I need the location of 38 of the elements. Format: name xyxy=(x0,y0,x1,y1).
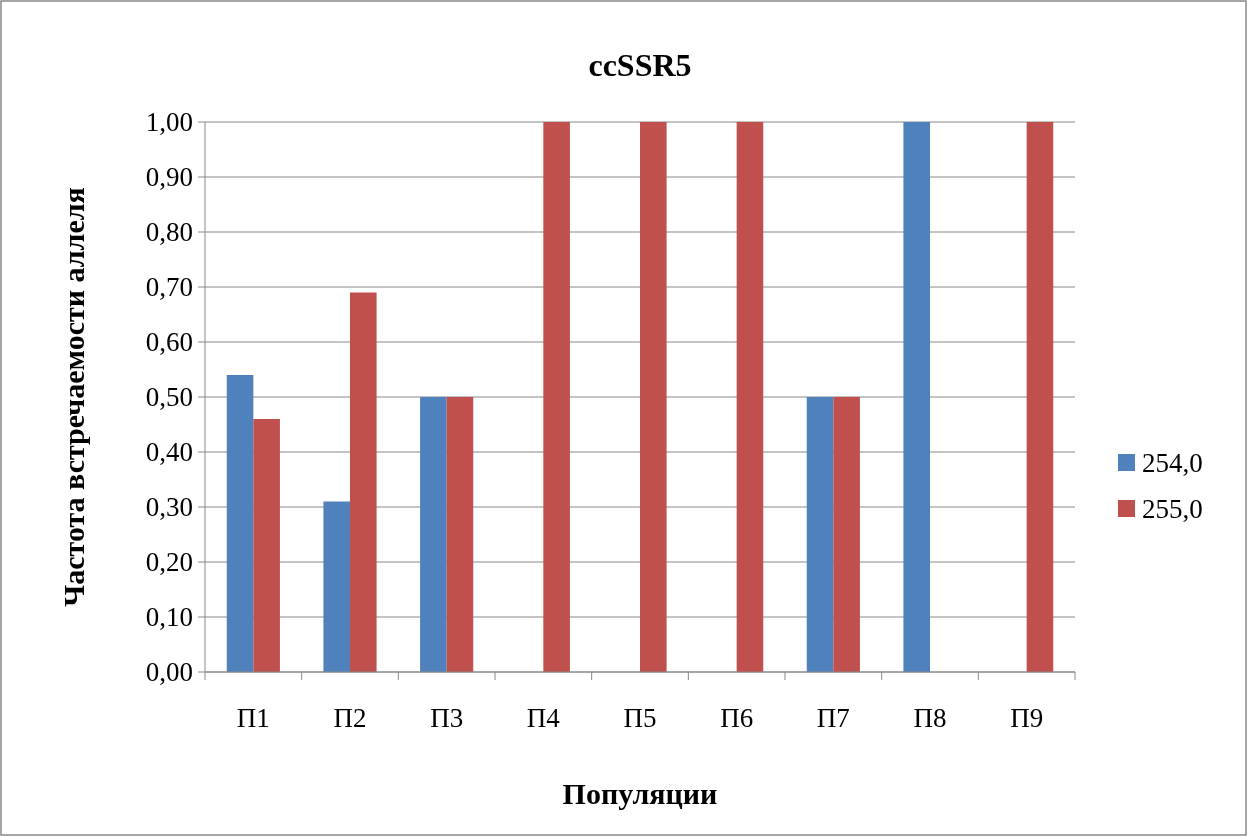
bar xyxy=(226,375,254,672)
x-tick-label: П1 xyxy=(236,703,270,733)
y-tick-label: 1,00 xyxy=(145,107,193,138)
bar xyxy=(833,397,860,672)
x-tick-label: П5 xyxy=(623,703,657,733)
legend-label: 255,0 xyxy=(1142,494,1203,525)
x-tick-label: П4 xyxy=(526,703,561,733)
y-tick-label: 0,80 xyxy=(145,217,193,248)
bar xyxy=(420,397,447,672)
x-tick-label: П9 xyxy=(1010,703,1044,733)
bar xyxy=(640,122,667,672)
bar xyxy=(1026,122,1054,672)
y-tick-label: 0,00 xyxy=(145,657,193,688)
bar xyxy=(350,292,377,672)
bar xyxy=(323,501,350,672)
y-tick-label: 0,30 xyxy=(145,492,193,523)
x-tick-label: П6 xyxy=(720,703,754,733)
y-tick-label: 0,50 xyxy=(145,382,193,413)
x-tick-label: П7 xyxy=(816,703,850,733)
x-tick-label: П2 xyxy=(333,703,367,733)
y-tick-label: 0,20 xyxy=(145,547,193,578)
y-tick-label: 0,90 xyxy=(145,162,193,193)
bar xyxy=(903,122,930,672)
y-axis-title: Частота встречаемости аллеля xyxy=(57,187,90,607)
bar xyxy=(806,397,834,672)
bar xyxy=(543,122,570,672)
x-axis-title: Популяции xyxy=(562,777,718,810)
y-tick-label: 0,70 xyxy=(145,272,193,303)
x-tick-label: П8 xyxy=(913,703,947,733)
bar xyxy=(736,122,764,672)
x-tick-label: П3 xyxy=(430,703,464,733)
bar xyxy=(253,419,280,672)
y-tick-label: 0,40 xyxy=(145,437,193,468)
bar xyxy=(446,397,474,672)
y-tick-label: 0,10 xyxy=(145,602,193,633)
y-tick-label: 0,60 xyxy=(145,327,193,358)
legend-label: 254,0 xyxy=(1142,448,1203,479)
chart-title: ccSSR5 xyxy=(588,47,692,83)
